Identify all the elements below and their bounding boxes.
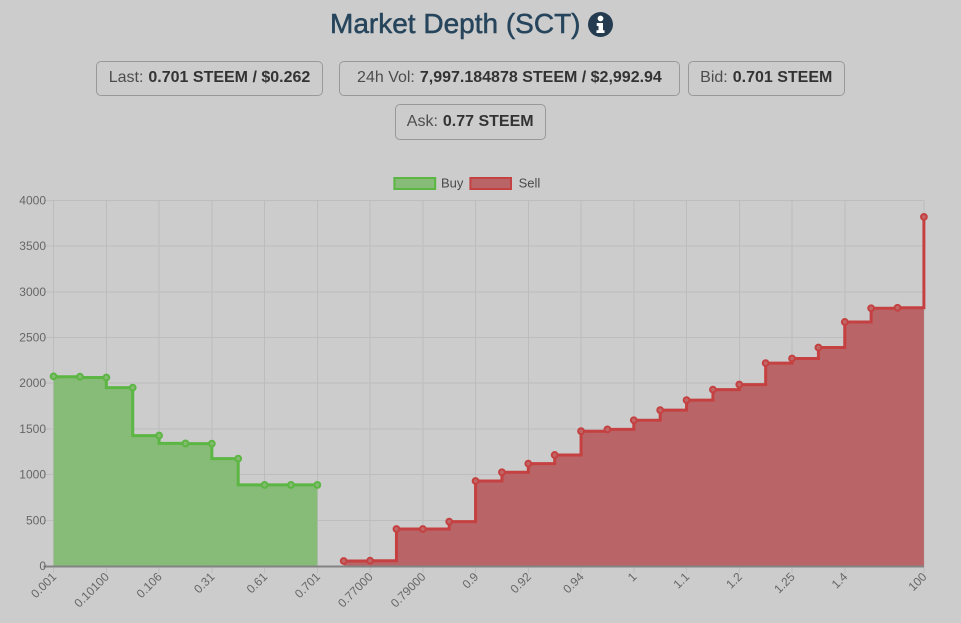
svg-text:1000: 1000 [19,468,46,482]
svg-text:Buy: Buy [441,176,464,191]
svg-text:0.001: 0.001 [28,569,59,600]
svg-text:Sell: Sell [519,176,541,191]
svg-text:1.2: 1.2 [723,569,745,591]
svg-text:3500: 3500 [19,239,46,253]
svg-text:1.1: 1.1 [670,569,692,591]
svg-text:0.9: 0.9 [459,569,481,591]
svg-text:1.4: 1.4 [829,569,851,591]
svg-text:0.31: 0.31 [191,569,218,596]
svg-text:0.79000: 0.79000 [388,570,429,611]
svg-text:0.94: 0.94 [560,569,587,596]
svg-text:3000: 3000 [19,285,46,299]
svg-text:1: 1 [625,570,640,585]
svg-text:0.92: 0.92 [508,569,535,596]
svg-text:2000: 2000 [19,376,46,390]
svg-text:100: 100 [905,569,929,593]
svg-text:4000: 4000 [19,193,46,207]
svg-text:0: 0 [39,559,46,573]
svg-text:2500: 2500 [19,331,46,345]
svg-text:0.106: 0.106 [134,569,165,600]
svg-text:0.61: 0.61 [244,569,271,596]
svg-text:500: 500 [26,513,46,527]
svg-text:1500: 1500 [19,422,46,436]
svg-text:0.77000: 0.77000 [335,570,376,611]
svg-text:0.701: 0.701 [292,569,323,600]
svg-text:0.10100: 0.10100 [71,570,112,611]
svg-text:1.25: 1.25 [771,569,798,596]
